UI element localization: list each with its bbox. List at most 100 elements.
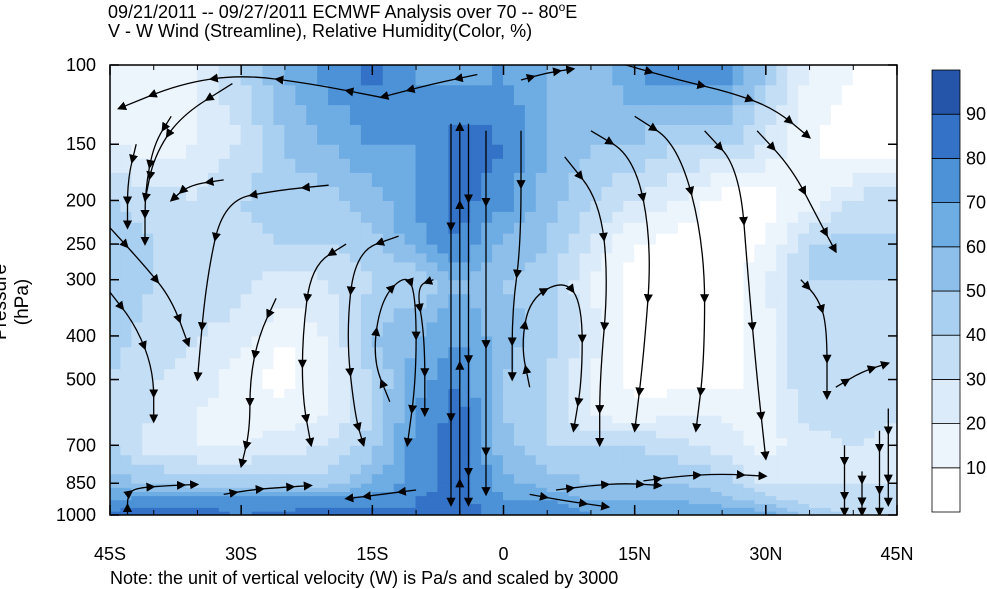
rh-cell bbox=[743, 495, 756, 501]
rh-cell bbox=[710, 499, 723, 505]
rh-cell bbox=[666, 232, 679, 245]
rh-cell bbox=[251, 65, 264, 86]
rh-cell bbox=[590, 473, 603, 484]
rh-cell bbox=[251, 210, 264, 223]
rh-cell bbox=[535, 243, 548, 254]
rh-cell bbox=[470, 104, 483, 125]
rh-cell bbox=[776, 396, 789, 407]
rh-cell bbox=[688, 346, 701, 359]
rh-cell bbox=[874, 368, 887, 381]
rh-cell bbox=[557, 270, 570, 281]
rh-cell bbox=[743, 454, 756, 465]
rh-cell bbox=[448, 293, 461, 309]
rh-cell bbox=[677, 104, 690, 125]
rh-cell bbox=[229, 414, 242, 424]
rh-cell bbox=[284, 335, 297, 348]
rh-cell bbox=[339, 454, 351, 465]
rh-cell bbox=[841, 123, 854, 145]
rh-cell bbox=[765, 321, 778, 337]
rh-cell bbox=[677, 414, 690, 424]
rh-cell bbox=[579, 335, 592, 348]
rh-cell bbox=[339, 123, 351, 145]
rh-cell bbox=[601, 396, 614, 407]
rh-cell bbox=[885, 357, 897, 370]
rh-cell bbox=[142, 210, 155, 223]
rh-cell bbox=[262, 405, 275, 416]
rh-cell bbox=[164, 379, 177, 389]
rh-cell bbox=[612, 396, 625, 407]
rh-cell bbox=[601, 463, 614, 475]
rh-cell bbox=[120, 252, 133, 263]
rh-cell bbox=[492, 199, 504, 212]
rh-cell bbox=[415, 379, 428, 389]
rh-cell bbox=[229, 171, 242, 187]
rh-cell bbox=[448, 65, 461, 86]
rh-cell bbox=[819, 454, 832, 465]
rh-cell bbox=[830, 463, 843, 475]
rh-cell bbox=[262, 252, 275, 263]
rh-cell bbox=[830, 429, 843, 439]
rh-cell bbox=[830, 143, 843, 159]
rh-cell bbox=[710, 123, 723, 145]
rh-cell bbox=[503, 143, 515, 159]
rh-cell bbox=[546, 123, 559, 145]
rh-cell bbox=[207, 335, 220, 348]
rh-cell bbox=[579, 157, 592, 173]
rh-cell bbox=[251, 84, 264, 106]
rh-cell bbox=[809, 387, 821, 398]
rh-cell bbox=[852, 104, 865, 125]
rh-cell bbox=[120, 221, 133, 234]
rh-cell bbox=[524, 422, 537, 431]
rh-cell bbox=[328, 357, 341, 370]
rh-cell bbox=[328, 270, 341, 281]
rh-cell bbox=[656, 387, 668, 398]
rh-cell bbox=[754, 429, 767, 439]
rh-cell bbox=[339, 261, 351, 272]
rh-cell bbox=[699, 321, 712, 337]
rh-cell bbox=[218, 482, 231, 488]
rh-cell bbox=[164, 357, 177, 370]
rh-cell bbox=[841, 279, 854, 295]
rh-cell bbox=[470, 482, 483, 488]
rh-cell bbox=[710, 243, 723, 254]
rh-cell bbox=[404, 279, 417, 295]
rh-cell bbox=[743, 346, 756, 359]
rh-cell bbox=[787, 185, 800, 201]
rh-cell bbox=[415, 396, 428, 407]
rh-cell bbox=[535, 185, 548, 201]
rh-cell bbox=[306, 123, 319, 145]
rh-cell bbox=[251, 499, 264, 505]
rh-cell bbox=[841, 335, 854, 348]
rh-cell bbox=[765, 463, 778, 475]
rh-cell bbox=[819, 422, 832, 431]
rh-cell bbox=[415, 387, 428, 398]
rh-cell bbox=[437, 84, 450, 106]
rh-cell bbox=[645, 270, 658, 281]
rh-cell bbox=[568, 104, 581, 125]
rh-cell bbox=[743, 199, 756, 212]
rh-cell bbox=[863, 414, 876, 424]
rh-cell bbox=[470, 473, 483, 484]
rh-cell bbox=[852, 379, 865, 389]
rh-cell bbox=[666, 65, 679, 86]
rh-cell bbox=[492, 307, 504, 323]
rh-cell bbox=[612, 503, 625, 508]
rh-cell bbox=[699, 157, 712, 173]
rh-cell bbox=[666, 84, 679, 106]
rh-cell bbox=[382, 422, 395, 431]
rh-cell bbox=[645, 143, 658, 159]
rh-cell bbox=[306, 396, 319, 407]
rh-cell bbox=[721, 279, 734, 295]
rh-cell bbox=[382, 506, 395, 512]
rh-cell bbox=[819, 65, 832, 86]
rh-cell bbox=[656, 261, 668, 272]
rh-cell bbox=[481, 270, 494, 281]
rh-cell bbox=[830, 243, 843, 254]
rh-cell bbox=[262, 243, 275, 254]
rh-cell bbox=[328, 221, 341, 234]
rh-cell bbox=[481, 454, 494, 465]
rh-cell bbox=[852, 437, 865, 446]
rh-cell bbox=[349, 437, 362, 446]
rh-cell bbox=[251, 414, 264, 424]
rh-cell bbox=[546, 396, 559, 407]
